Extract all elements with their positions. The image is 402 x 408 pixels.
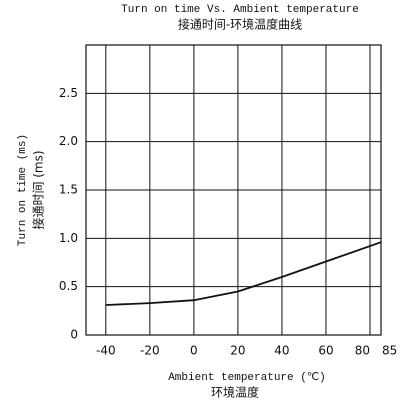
chart-subtitle: 接通时间-环境温度曲线	[178, 17, 302, 32]
y-axis-label-cn: 接通时间 (ms)	[31, 150, 46, 229]
x-tick-label: -20	[140, 344, 160, 358]
data-line	[105, 241, 382, 306]
x-tick-label: 0	[190, 344, 198, 358]
y-tick-label: 0.5	[59, 279, 78, 293]
x-tick-label: 20	[230, 344, 245, 358]
y-tick-label: 2.5	[59, 86, 78, 100]
y-axis-label: Turn on time (ms)	[17, 134, 29, 246]
y-tick-label: 1.5	[59, 183, 78, 197]
chart-title: Turn on time Vs. Ambient temperature	[121, 4, 359, 16]
y-tick-label: 2.0	[59, 134, 78, 148]
x-tick-label: 40	[274, 344, 289, 358]
x-tick-label: 85	[382, 344, 397, 358]
x-tick-label: 60	[318, 344, 333, 358]
y-tick-label: 1.0	[59, 231, 78, 245]
x-tick-label: 80	[355, 344, 370, 358]
x-axis-label-cn: 环境温度	[211, 385, 259, 400]
y-tick-label: 0	[70, 328, 78, 342]
x-axis-label: Ambient temperature (℃)	[168, 372, 326, 384]
x-tick-label: -40	[96, 344, 116, 358]
